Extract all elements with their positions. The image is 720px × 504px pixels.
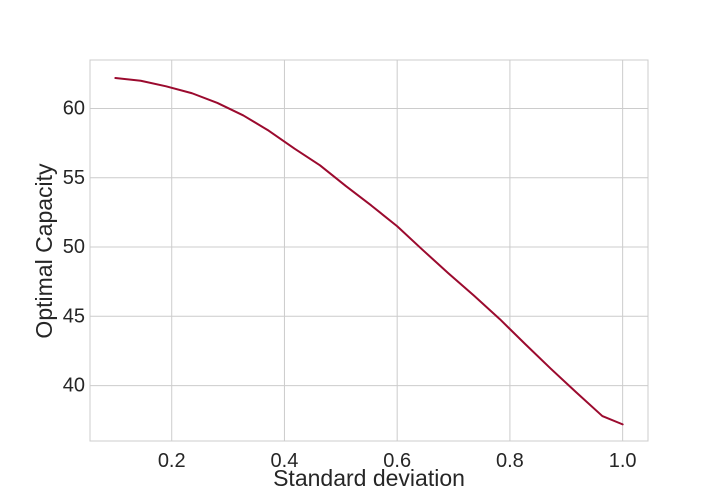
x-tick-labels: 0.2 0.4 0.6 0.8 1.0 [158,450,637,472]
x-tick-label: 0.6 [383,450,411,472]
y-axis-label: Optimal Capacity [31,163,57,339]
y-tick-label: 40 [63,375,85,397]
x-tick-label: 0.2 [158,450,186,472]
y-tick-label: 60 [63,97,85,119]
x-axis-label: Standard deviation [273,465,465,491]
y-tick-label: 55 [63,167,85,189]
x-gridlines [171,60,624,441]
y-tick-labels: 40 45 50 55 60 [63,97,85,396]
plot-frame [89,59,649,442]
series-layer [114,77,624,426]
x-tick-label: 1.0 [609,450,637,472]
x-tick-label: 0.4 [271,450,299,472]
series-line [114,77,624,426]
y-gridlines [90,107,648,387]
y-tick-label: 45 [63,305,85,327]
x-tick-label: 0.8 [496,450,524,472]
y-tick-label: 50 [63,236,85,258]
